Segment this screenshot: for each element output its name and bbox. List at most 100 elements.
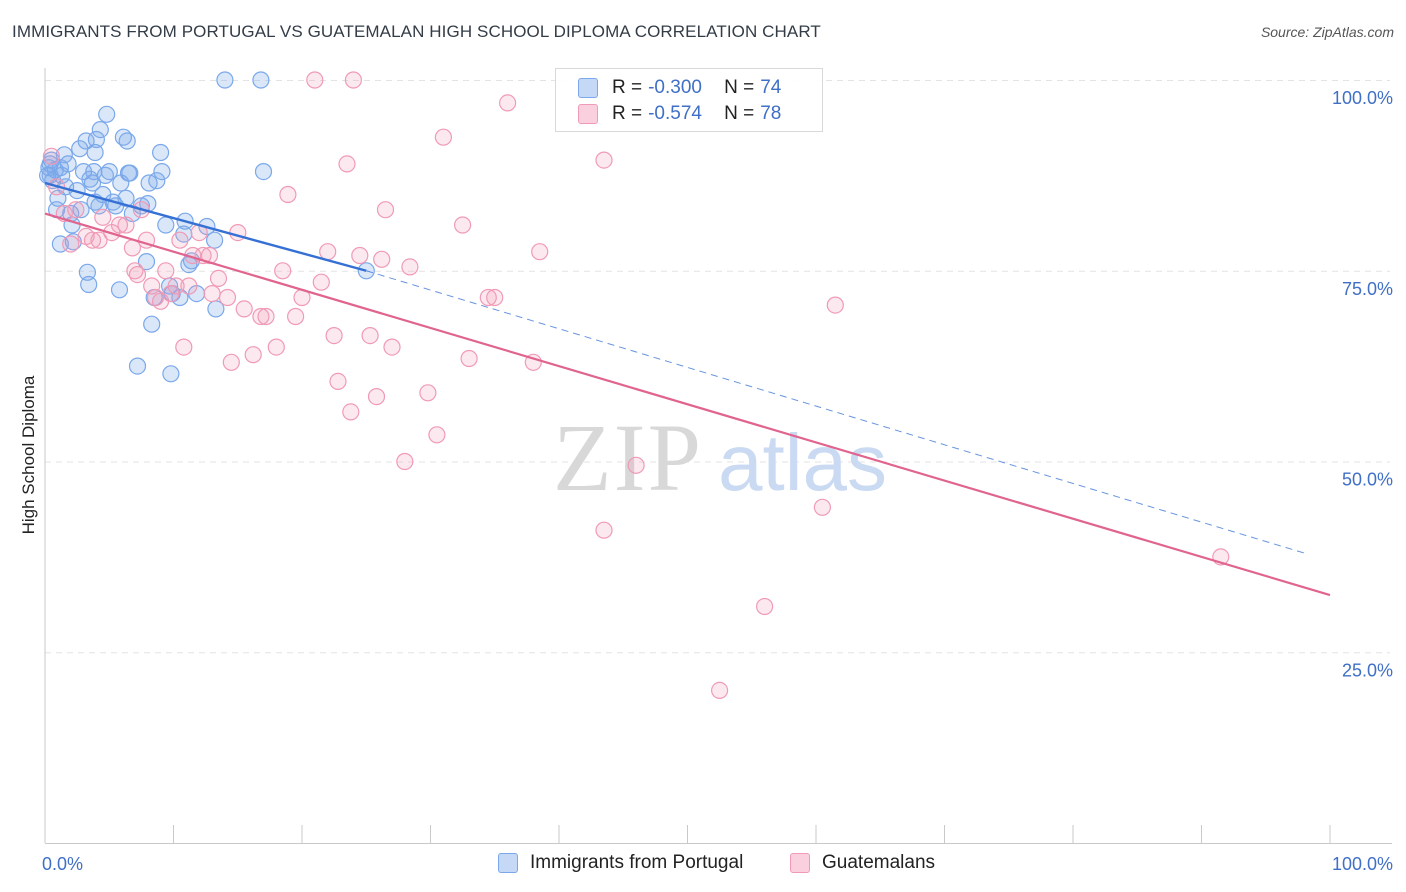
legend-swatch-portugal	[498, 853, 518, 873]
watermark-zip: ZIP	[553, 404, 703, 511]
data-point	[267, 338, 285, 356]
data-point	[279, 185, 297, 204]
data-point	[419, 384, 437, 402]
data-point	[118, 132, 136, 150]
n-label: N =	[724, 103, 755, 124]
trend-line-portugal	[44, 181, 367, 272]
data-point	[51, 159, 70, 177]
data-point	[171, 231, 189, 249]
r-value: -0.574	[648, 103, 702, 124]
data-point	[499, 94, 517, 112]
data-point	[376, 201, 395, 219]
data-point	[175, 338, 193, 356]
gridlines	[45, 80, 1390, 654]
y-axis-label: High School Diploma	[19, 375, 38, 534]
data-point	[152, 143, 170, 162]
data-point	[78, 263, 97, 281]
data-point	[55, 146, 73, 164]
data-point	[486, 288, 504, 307]
data-point	[143, 315, 161, 333]
y-tick-label-2: 50.0%	[1342, 470, 1393, 490]
data-point	[312, 273, 330, 291]
data-point	[62, 235, 80, 253]
data-point	[100, 163, 118, 181]
data-point	[167, 277, 185, 295]
data-point	[428, 426, 446, 444]
data-point	[401, 258, 419, 276]
n-value: 74	[760, 77, 782, 98]
data-point	[306, 71, 324, 89]
data-point	[128, 357, 147, 375]
chart-title: IMMIGRANTS FROM PORTUGAL VS GUATEMALAN H…	[12, 22, 821, 41]
r-label: R =	[612, 77, 643, 98]
data-point	[67, 201, 85, 219]
x-tick-label-0: 0.0%	[42, 854, 83, 874]
data-point	[94, 208, 112, 226]
data-point	[329, 372, 347, 390]
data-point	[351, 246, 369, 265]
data-point	[361, 327, 379, 345]
data-point	[755, 597, 774, 616]
data-point	[325, 327, 343, 345]
n-value: 78	[760, 103, 782, 124]
stats-legend-row-guatemalans: R = -0.574 N = 78	[578, 102, 781, 126]
data-point	[342, 403, 360, 421]
data-point	[627, 456, 645, 474]
data-point	[595, 151, 613, 169]
trend-line-portugal-extension	[366, 270, 1305, 554]
data-point	[123, 239, 141, 257]
data-point	[274, 262, 292, 280]
legend-item-portugal: Immigrants from Portugal	[498, 852, 743, 874]
data-point	[117, 216, 135, 234]
stats-legend-row-portugal: R = -0.300 N = 74	[578, 76, 781, 100]
source-label: Source: ZipAtlas.com	[1260, 24, 1394, 40]
data-point	[80, 275, 98, 294]
data-point	[110, 216, 129, 234]
data-point	[91, 121, 109, 139]
data-point	[595, 521, 613, 539]
x-tick-label-1: 100.0%	[1332, 854, 1393, 874]
data-point	[287, 307, 305, 326]
series-points	[38, 71, 1230, 700]
legend-swatch-guatemalans	[790, 853, 810, 873]
series-portugal-points	[38, 71, 375, 383]
data-point	[180, 277, 198, 295]
data-point	[209, 269, 228, 287]
r-label: R =	[612, 103, 643, 124]
stats-swatch-portugal	[578, 78, 598, 98]
data-point	[87, 130, 106, 149]
trend-lines	[44, 181, 1331, 597]
trend-line-guatemalans	[44, 212, 1331, 597]
data-point	[338, 155, 356, 173]
data-point	[128, 266, 147, 284]
data-point	[72, 201, 90, 219]
data-point	[157, 262, 175, 280]
data-point	[86, 143, 104, 162]
r-value: -0.300	[648, 77, 702, 98]
data-point	[383, 338, 401, 356]
data-point	[222, 353, 240, 371]
watermark-atlas: atlas	[718, 418, 887, 507]
data-point	[252, 307, 270, 326]
axes	[44, 68, 1392, 844]
data-point	[121, 164, 139, 182]
data-point	[319, 243, 337, 261]
data-point	[162, 365, 180, 383]
data-point	[244, 346, 262, 364]
data-point	[434, 128, 452, 146]
data-point	[98, 105, 116, 123]
data-point	[254, 163, 273, 181]
series-guatemalans-points	[42, 71, 1230, 700]
data-point	[203, 285, 221, 303]
data-point	[83, 231, 102, 249]
data-point	[90, 231, 108, 249]
data-point	[396, 452, 414, 471]
y-tick-label-3: 25.0%	[1342, 660, 1393, 680]
data-point	[216, 71, 234, 89]
stats-legend: R = -0.300 N = 74 R = -0.574 N = 78	[555, 68, 823, 132]
x-tick-labels: 0.0% 100.0%	[42, 854, 1393, 874]
data-point	[157, 216, 175, 234]
stats-swatch-guatemalans	[578, 104, 598, 124]
legend-label-portugal: Immigrants from Portugal	[530, 852, 744, 873]
